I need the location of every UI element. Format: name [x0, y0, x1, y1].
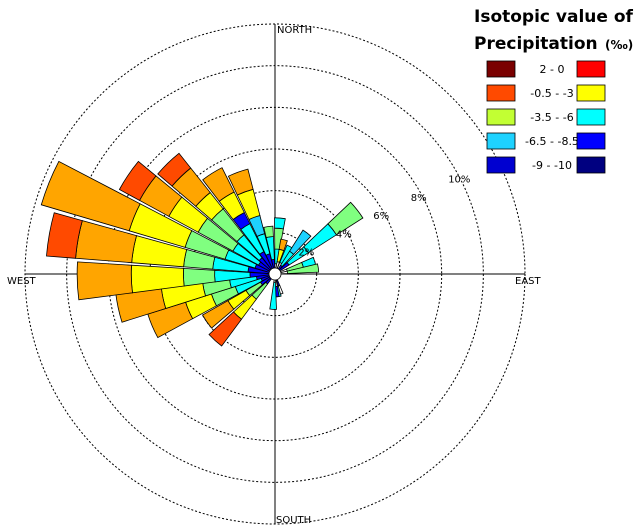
direction-labels: NORTH SOUTH EAST WEST — [7, 25, 542, 526]
ring-label-6: 6% — [373, 211, 389, 222]
legend-swatch-right — [576, 84, 606, 102]
sector-segment-38-2 — [289, 229, 312, 255]
rose-sector-280 — [46, 212, 276, 275]
ring-label-4: 4% — [336, 230, 352, 241]
sector-segment-328-4 — [202, 167, 235, 202]
sector-segment-340-4 — [227, 168, 254, 196]
rose-sector-82 — [274, 263, 320, 275]
sector-segment-82-1 — [286, 263, 320, 274]
sector-segment-352-2 — [263, 225, 274, 238]
legend-label: 2 - 0 — [540, 63, 565, 76]
legend-row: 2 - 0 — [486, 60, 606, 78]
rose-sector-235 — [201, 273, 276, 329]
legend-swatch-right — [576, 132, 606, 150]
legend-title-line1: Isotopic value of — [474, 7, 634, 27]
sector-segment-292-4 — [40, 160, 141, 232]
legend-unit: (‰) — [605, 38, 633, 52]
sector-segment-268-4 — [76, 261, 133, 301]
legend-label: -0.5 - -3 — [530, 87, 573, 100]
legend-label: -3.5 - -6 — [530, 111, 573, 124]
legend-row: -0.5 - -3 — [486, 84, 606, 102]
rose-sectors — [40, 152, 364, 347]
direction-label-west: WEST — [7, 276, 37, 287]
legend-label: -9 - -10 — [532, 159, 572, 172]
sector-segment-222-3 — [208, 311, 243, 347]
sector-segment-52-3 — [327, 201, 364, 236]
rose-sector-268 — [76, 261, 276, 301]
legend-swatch-left — [486, 60, 516, 78]
legend-title-line2: Precipitation — [474, 34, 598, 54]
direction-label-north: NORTH — [277, 25, 312, 36]
legend-row: -3.5 - -6 — [486, 108, 606, 126]
ring-labels: 2% 4% 6% 8% 10% — [298, 175, 470, 259]
legend-swatch-left — [486, 108, 516, 126]
sector-segment-183-1 — [269, 281, 277, 310]
rose-sector-352 — [263, 225, 276, 275]
direction-label-south: SOUTH — [276, 515, 311, 526]
rose-sector-316 — [157, 152, 276, 275]
sector-segment-316-5 — [157, 152, 192, 187]
sector-segment-304-5 — [118, 160, 157, 201]
sector-segment-15-2 — [278, 238, 288, 252]
legend-row: -9 - -10 — [486, 156, 606, 174]
legend-swatch-right — [576, 60, 606, 78]
ring-label-8: 8% — [411, 193, 427, 204]
legend-swatch-right — [576, 156, 606, 174]
rose-sector-328 — [202, 167, 276, 275]
sector-segment-280-5 — [46, 212, 83, 259]
legend-label: -6.5 - -8.5 — [525, 135, 579, 148]
rose-sector-52 — [274, 201, 364, 275]
ring-label-2: 2% — [298, 248, 314, 259]
sector-segment-5-3 — [274, 217, 286, 230]
legend-row: -6.5 - -8.5 — [486, 132, 606, 150]
legend-swatch-left — [486, 84, 516, 102]
legend-swatch-right — [576, 108, 606, 126]
center-hub — [268, 267, 282, 281]
direction-label-east: EAST — [515, 276, 542, 287]
legend-rows: 2 - 0 -0.5 - -3 -3.5 - -6 -6.5 - -8.5 -9 - -… — [486, 60, 606, 174]
legend-swatch-left — [486, 156, 516, 174]
legend: Isotopic value of Precipitation (‰) 2 - … — [474, 7, 634, 174]
legend-swatch-left — [486, 132, 516, 150]
sector-segment-235-3 — [201, 300, 235, 329]
ring-label-10: 10% — [448, 175, 470, 186]
